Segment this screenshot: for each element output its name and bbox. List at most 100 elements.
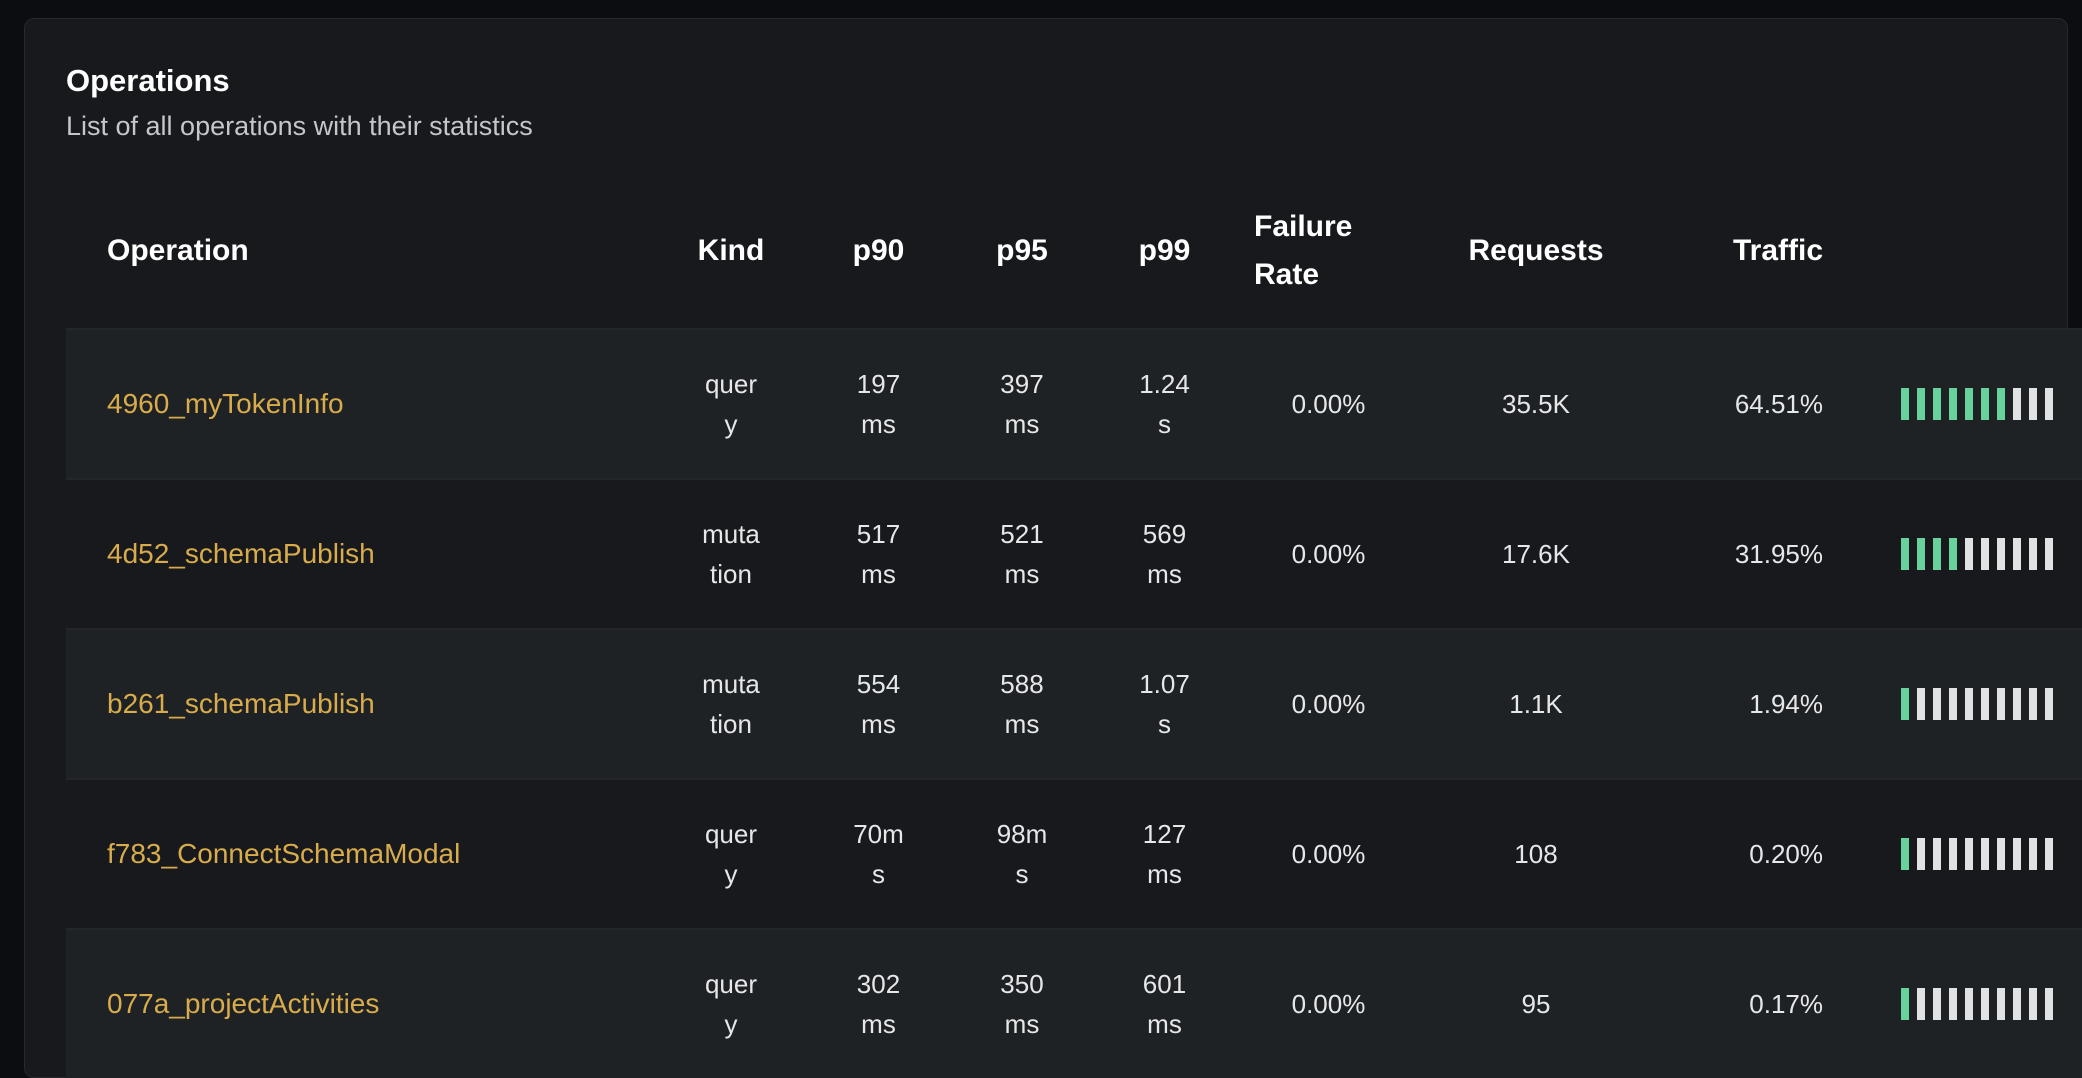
p95-cell: 397 ms bbox=[951, 328, 1093, 479]
failure-rate-cell: 0.00% bbox=[1236, 628, 1421, 779]
operation-name-link[interactable]: 4d52_schemaPublish bbox=[66, 478, 656, 629]
table-row[interactable]: 4960_myTokenInfo query 197 ms 397 ms 1.2… bbox=[66, 328, 2082, 479]
traffic-bar-segment bbox=[1997, 538, 2005, 570]
requests-cell: 108 bbox=[1421, 778, 1651, 929]
traffic-bar-segment bbox=[1917, 688, 1925, 720]
p99-cell: 569 ms bbox=[1093, 478, 1236, 629]
traffic-bar-segment bbox=[1965, 538, 1973, 570]
traffic-bar-segment bbox=[2013, 838, 2021, 870]
column-header-traffic[interactable]: Traffic bbox=[1732, 234, 1823, 267]
p99-cell: 601 ms bbox=[1093, 928, 1236, 1078]
traffic-bar-segment bbox=[2029, 688, 2037, 720]
p99-cell: 1.24 s bbox=[1093, 328, 1236, 479]
traffic-bar-segment bbox=[1965, 988, 1973, 1020]
traffic-bar-segment bbox=[2045, 388, 2053, 420]
column-header-p95[interactable]: p95 bbox=[996, 234, 1048, 267]
operation-name-link[interactable]: 4960_myTokenInfo bbox=[66, 328, 656, 479]
traffic-bar-segment bbox=[1981, 538, 1989, 570]
traffic-bar-segment bbox=[2045, 688, 2053, 720]
traffic-bar-segment bbox=[2029, 838, 2037, 870]
table-header: Operation Kind p90 p95 p99 Failure Rate … bbox=[66, 174, 2082, 329]
column-header-kind[interactable]: Kind bbox=[697, 234, 765, 267]
traffic-bar-segment bbox=[1901, 988, 1909, 1020]
kind-cell: mutation bbox=[656, 628, 806, 779]
traffic-bar-segment bbox=[1965, 838, 1973, 870]
failure-rate-cell: 0.00% bbox=[1236, 478, 1421, 629]
traffic-bar-segment bbox=[1949, 838, 1957, 870]
card-subtitle: List of all operations with their statis… bbox=[66, 111, 533, 141]
traffic-bar-segment bbox=[1965, 688, 1973, 720]
p99-cell: 1.07 s bbox=[1093, 628, 1236, 779]
requests-cell: 1.1K bbox=[1421, 628, 1651, 779]
column-header-operation[interactable]: Operation bbox=[107, 234, 249, 267]
traffic-bar-segment bbox=[1997, 688, 2005, 720]
table-row[interactable]: 077a_projectActivities query 302 ms 350 … bbox=[66, 928, 2082, 1078]
kind-cell: query bbox=[656, 928, 806, 1078]
column-header-requests[interactable]: Requests bbox=[1468, 234, 1604, 267]
traffic-cell: 0.17% bbox=[1651, 928, 1851, 1078]
traffic-bar-segment bbox=[1981, 988, 1989, 1020]
traffic-bar-segment bbox=[1949, 538, 1957, 570]
traffic-bar-segment bbox=[1965, 388, 1973, 420]
traffic-bar-segment bbox=[1949, 988, 1957, 1020]
operation-name-link[interactable]: f783_ConnectSchemaModal bbox=[66, 778, 656, 929]
failure-rate-cell: 0.00% bbox=[1236, 328, 1421, 479]
card-title: Operations bbox=[66, 63, 230, 98]
traffic-bar-segment bbox=[1917, 838, 1925, 870]
traffic-bar-segment bbox=[2013, 538, 2021, 570]
traffic-bar-segment bbox=[1917, 988, 1925, 1020]
traffic-bar-segment bbox=[2045, 838, 2053, 870]
traffic-bars bbox=[1851, 328, 2082, 479]
p95-cell: 98ms bbox=[951, 778, 1093, 929]
column-header-traffic-bars bbox=[1851, 174, 2082, 329]
column-header-p90[interactable]: p90 bbox=[852, 234, 905, 267]
traffic-bar-segment bbox=[1901, 538, 1909, 570]
operation-name-link[interactable]: 077a_projectActivities bbox=[66, 928, 656, 1078]
kind-cell: query bbox=[656, 328, 806, 479]
traffic-bar-segment bbox=[2029, 988, 2037, 1020]
traffic-bar-segment bbox=[1917, 538, 1925, 570]
traffic-bar-segment bbox=[1901, 388, 1909, 420]
column-header-p99[interactable]: p99 bbox=[1138, 234, 1191, 267]
p95-cell: 521 ms bbox=[951, 478, 1093, 629]
traffic-cell: 64.51% bbox=[1651, 328, 1851, 479]
traffic-bar-segment bbox=[1981, 388, 1989, 420]
failure-rate-cell: 0.00% bbox=[1236, 928, 1421, 1078]
table-row[interactable]: f783_ConnectSchemaModal query 70ms 98ms … bbox=[66, 778, 2082, 929]
traffic-bar-segment bbox=[1901, 838, 1909, 870]
traffic-bar-segment bbox=[1949, 688, 1957, 720]
column-header-failure-rate[interactable]: Failure Rate bbox=[1254, 210, 1353, 291]
p95-cell: 350 ms bbox=[951, 928, 1093, 1078]
kind-cell: query bbox=[656, 778, 806, 929]
traffic-bar-segment bbox=[2013, 688, 2021, 720]
traffic-cell: 31.95% bbox=[1651, 478, 1851, 629]
traffic-bar-segment bbox=[2029, 538, 2037, 570]
traffic-bar-segment bbox=[2045, 988, 2053, 1020]
traffic-cell: 1.94% bbox=[1651, 628, 1851, 779]
traffic-bar-segment bbox=[2013, 988, 2021, 1020]
traffic-bar-segment bbox=[1933, 988, 1941, 1020]
table-row[interactable]: 4d52_schemaPublish mutation 517 ms 521 m… bbox=[66, 478, 2082, 629]
traffic-bar-segment bbox=[2013, 388, 2021, 420]
traffic-bar-segment bbox=[1933, 838, 1941, 870]
operation-name-link[interactable]: b261_schemaPublish bbox=[66, 628, 656, 779]
requests-cell: 95 bbox=[1421, 928, 1651, 1078]
traffic-bars bbox=[1851, 928, 2082, 1078]
traffic-bar-segment bbox=[1933, 538, 1941, 570]
traffic-bar-segment bbox=[1981, 688, 1989, 720]
traffic-bars bbox=[1851, 478, 2082, 629]
traffic-bar-segment bbox=[1997, 388, 2005, 420]
requests-cell: 35.5K bbox=[1421, 328, 1651, 479]
traffic-cell: 0.20% bbox=[1651, 778, 1851, 929]
p95-cell: 588 ms bbox=[951, 628, 1093, 779]
traffic-bars bbox=[1851, 778, 2082, 929]
p90-cell: 302 ms bbox=[806, 928, 951, 1078]
traffic-bar-segment bbox=[1901, 688, 1909, 720]
traffic-bar-segment bbox=[2029, 388, 2037, 420]
operations-card: Operations List of all operations with t… bbox=[24, 18, 2082, 1078]
traffic-bar-segment bbox=[2045, 538, 2053, 570]
p90-cell: 517 ms bbox=[806, 478, 951, 629]
failure-rate-cell: 0.00% bbox=[1236, 778, 1421, 929]
table-row[interactable]: b261_schemaPublish mutation 554 ms 588 m… bbox=[66, 628, 2082, 779]
traffic-bar-segment bbox=[1997, 838, 2005, 870]
